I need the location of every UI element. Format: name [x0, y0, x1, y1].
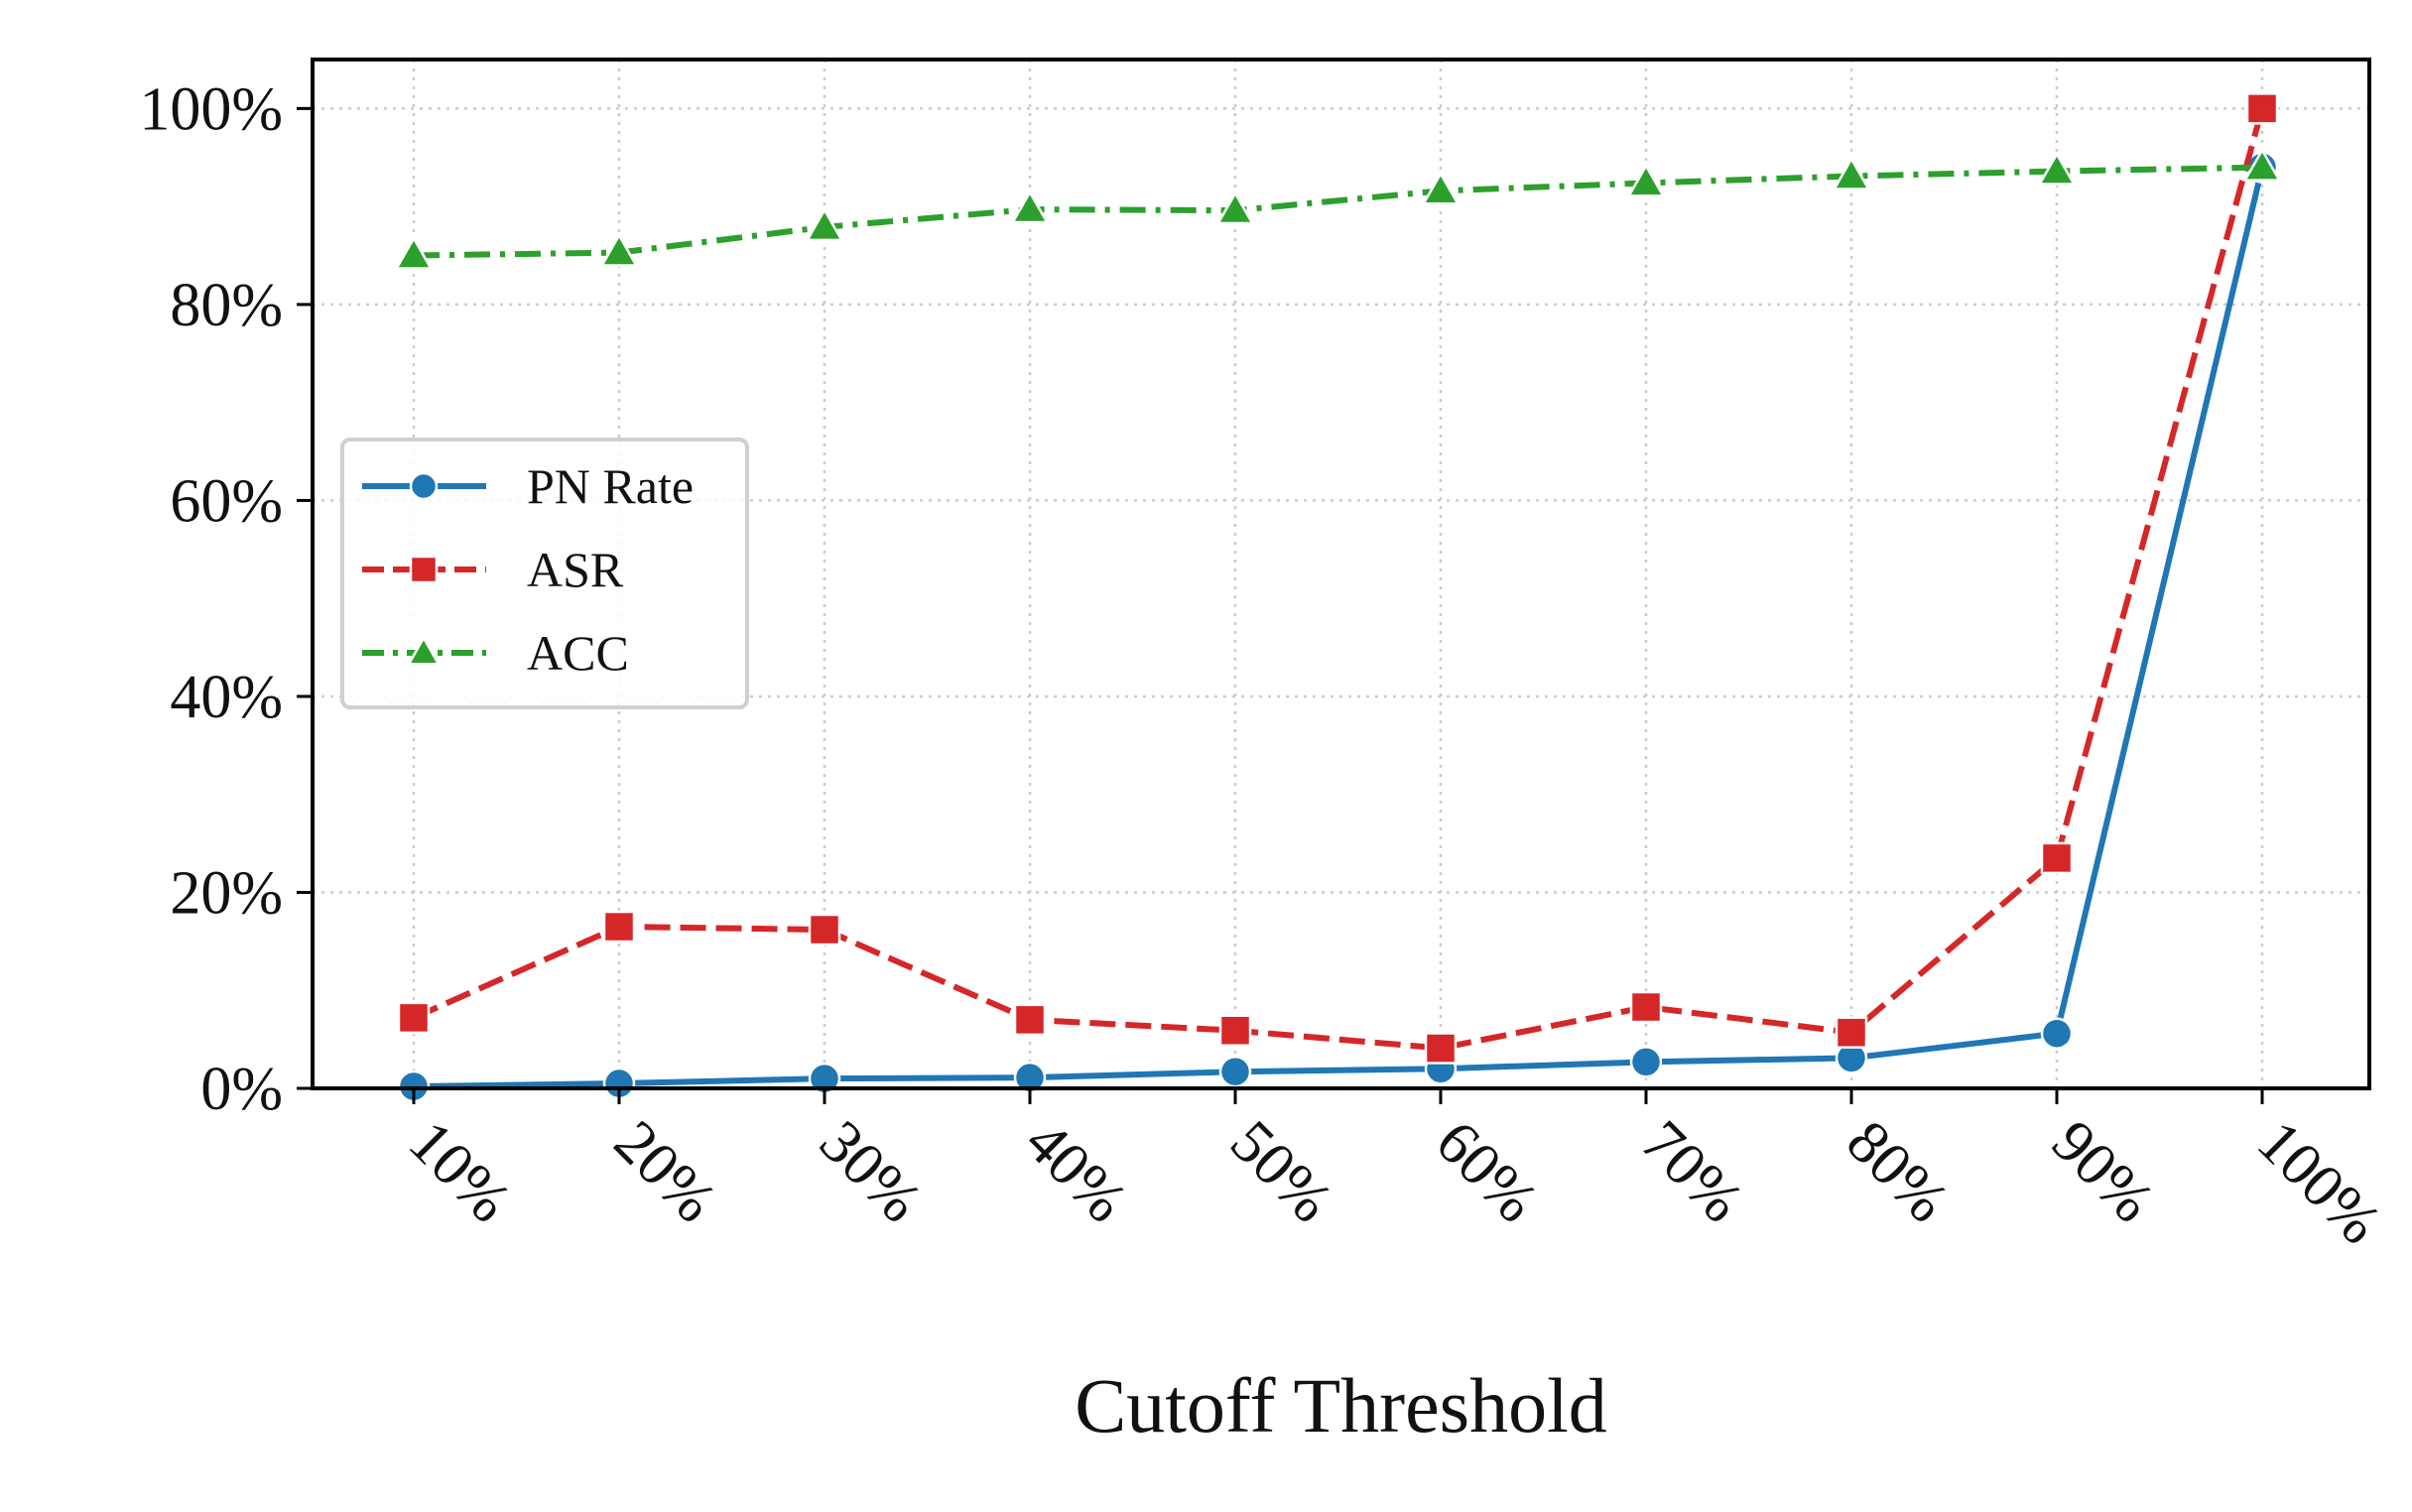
data-point-acc	[1832, 156, 1871, 190]
x-tick-label: 70%	[1628, 1108, 1755, 1235]
data-point-asr	[1218, 1014, 1252, 1047]
legend-item-asr: ASR	[362, 542, 624, 597]
data-point-asr	[1835, 1016, 1868, 1049]
x-tick-label: 40%	[1012, 1108, 1139, 1235]
data-point-acc	[1010, 189, 1050, 224]
data-point-asr	[808, 913, 841, 946]
x-tick-label: 10%	[396, 1108, 523, 1235]
data-point-asr	[1013, 1003, 1047, 1037]
y-tick-label: 20%	[170, 859, 283, 927]
series-acc	[394, 147, 2282, 270]
data-point-asr	[602, 910, 636, 944]
x-tick-label: 90%	[2039, 1108, 2166, 1235]
legend-item-pn-rate: PN Rate	[362, 458, 694, 514]
data-point-asr	[2245, 92, 2279, 125]
x-tick-label: 60%	[1423, 1108, 1550, 1235]
legend-label: ASR	[527, 542, 624, 597]
x-tick-label: 30%	[807, 1108, 934, 1235]
legend-label: PN Rate	[527, 458, 694, 514]
plot-frame	[311, 58, 2371, 1090]
data-point-acc	[2242, 147, 2282, 182]
data-point-asr	[1424, 1032, 1458, 1065]
data-point-acc	[1215, 190, 1255, 225]
series-lines	[394, 92, 2282, 1103]
data-point-pn-rate	[1218, 1055, 1252, 1088]
legend-label: ACC	[527, 625, 629, 681]
data-point-pn-rate	[2040, 1017, 2074, 1050]
data-point-asr	[397, 1001, 431, 1035]
series-asr	[397, 92, 2279, 1065]
data-point-asr	[1629, 990, 1663, 1024]
data-point-acc	[1626, 163, 1666, 197]
x-tick-label: 50%	[1217, 1108, 1344, 1235]
x-axis-title: Cutoff Threshold	[1075, 1362, 1607, 1449]
legend: PN Rate ASR ACC	[340, 438, 749, 709]
data-point-acc	[599, 232, 639, 267]
data-point-acc	[1421, 171, 1460, 205]
x-tick-label: 80%	[1834, 1108, 1961, 1235]
legend-item-acc: ACC	[362, 625, 629, 681]
series-line-pn-rate	[413, 166, 2265, 1090]
legend-marker	[409, 555, 439, 584]
series-line-acc	[413, 164, 2263, 259]
y-tick-label: 0%	[200, 1056, 283, 1123]
series-line-asr	[412, 107, 2265, 1052]
legend-marker	[409, 471, 439, 501]
y-axis: 0% 20% 40% 60% 80% 100%	[139, 75, 313, 1123]
y-tick-label: 100%	[139, 75, 283, 143]
legend-marker	[406, 635, 442, 666]
x-tick-label: 100%	[2244, 1108, 2393, 1257]
data-point-asr	[2040, 841, 2074, 875]
grid	[313, 60, 2369, 1090]
legend-box	[340, 438, 749, 709]
x-axis: 10% 20% 30% 40% 50% 60% 70% 80% 90% 100%	[396, 1088, 2393, 1257]
x-tick-label: 20%	[601, 1108, 728, 1235]
y-tick-label: 80%	[170, 272, 283, 339]
data-point-acc	[2037, 151, 2077, 186]
data-point-pn-rate	[1629, 1046, 1663, 1078]
data-point-acc	[394, 235, 434, 270]
y-tick-label: 60%	[170, 467, 283, 535]
y-tick-label: 40%	[170, 664, 283, 731]
data-point-acc	[805, 207, 844, 242]
